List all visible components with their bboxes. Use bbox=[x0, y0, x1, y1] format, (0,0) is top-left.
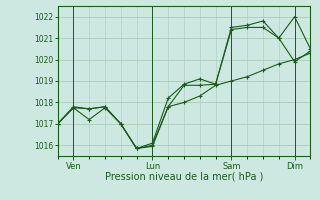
X-axis label: Pression niveau de la mer( hPa ): Pression niveau de la mer( hPa ) bbox=[105, 172, 263, 182]
